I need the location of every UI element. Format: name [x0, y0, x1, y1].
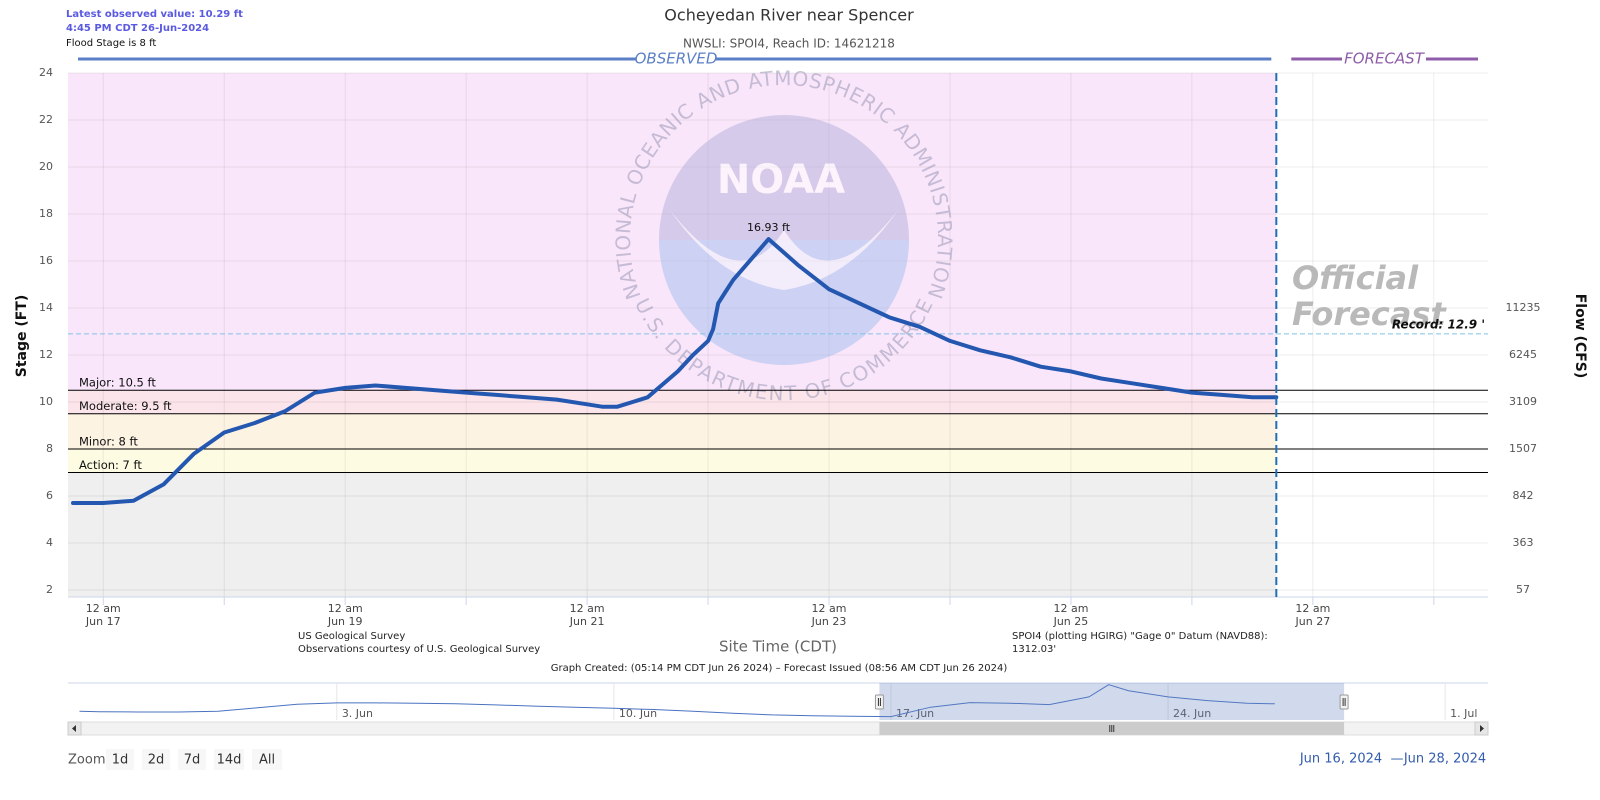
- zoom-button-label[interactable]: 7d: [184, 753, 201, 768]
- x-tick-label: 12 am: [86, 602, 121, 615]
- flood-band: [68, 448, 1277, 473]
- x-tick-label: Jun 23: [811, 615, 847, 628]
- zoom-button[interactable]: 2d: [142, 749, 170, 770]
- zoom-button-label[interactable]: All: [259, 753, 275, 768]
- y-tick-label: 10: [39, 395, 53, 408]
- arrow: [72, 725, 76, 732]
- observed-label: OBSERVED: [635, 50, 718, 68]
- y-tick-label: 24: [39, 66, 53, 79]
- y2-tick-label: 363: [1513, 536, 1534, 549]
- x-tick-label: Jun 25: [1053, 615, 1089, 628]
- zoom-button-bg[interactable]: [142, 749, 170, 770]
- y2-tick-label: 842: [1513, 489, 1534, 502]
- zoom-button[interactable]: 7d: [178, 749, 206, 770]
- logo-top: [659, 115, 909, 240]
- y2-tick-label: 57: [1516, 583, 1530, 596]
- x-tick-label: 12 am: [570, 602, 605, 615]
- zoom-button-bg[interactable]: [252, 749, 282, 770]
- observed-label-bg: [636, 50, 716, 68]
- zoom-button-bg[interactable]: [214, 749, 244, 770]
- navigator-tick-label: 3. Jun: [342, 707, 373, 720]
- navigator-line: [79, 684, 1275, 718]
- navigator-tick-label: 17. Jun: [896, 707, 934, 720]
- stage-line: [71, 237, 1279, 505]
- created-note: Graph Created: (05:14 PM CDT Jun 26 2024…: [551, 663, 1008, 674]
- y-tick-label: 12: [39, 348, 53, 361]
- y-tick-label: 6: [46, 489, 53, 502]
- range-separator: —: [1391, 752, 1404, 767]
- zoom-button[interactable]: 1d: [106, 749, 134, 770]
- zoom-button-label[interactable]: 14d: [217, 753, 242, 768]
- forecast-label: FORECAST: [1344, 50, 1426, 68]
- y-tick-label: 18: [39, 207, 53, 220]
- band-below: [68, 472, 1277, 597]
- source-note: Observations courtesy of U.S. Geological…: [298, 644, 540, 655]
- datum-note: 1312.03': [1012, 644, 1056, 655]
- zoom-label: Zoom: [68, 753, 105, 768]
- flood-band: [68, 390, 1277, 414]
- x-tick-label: 12 am: [1295, 602, 1330, 615]
- latest-value: Latest observed value: 10.29 ft: [66, 9, 243, 20]
- datum-note: SPOI4 (plotting HGIRG) "Gage 0" Datum (N…: [1012, 631, 1268, 642]
- range-to[interactable]: Jun 28, 2024: [1403, 752, 1486, 767]
- chart-subtitle: NWSLI: SPOI4, Reach ID: 14621218: [683, 37, 895, 51]
- zoom-button-label[interactable]: 2d: [148, 753, 165, 768]
- zoom-button-bg[interactable]: [178, 749, 206, 770]
- forecast-watermark: Forecast: [1292, 295, 1447, 333]
- flood-stage-note: Flood Stage is 8 ft: [66, 38, 156, 49]
- zoom-button-bg[interactable]: [106, 749, 134, 770]
- zoom-button-label[interactable]: 1d: [112, 753, 129, 768]
- logo-text: NOAA: [717, 157, 845, 203]
- x-tick-label: Jun 19: [327, 615, 363, 628]
- x-tick-label: 12 am: [812, 602, 847, 615]
- y-tick-label: 16: [39, 254, 53, 267]
- y-tick-label: 22: [39, 113, 53, 126]
- y-tick-label: 8: [46, 442, 53, 455]
- forecast-watermark: Official: [1292, 259, 1419, 297]
- zoom-button[interactable]: All: [252, 749, 282, 770]
- chart-title: Ocheyedan River near Spencer: [664, 6, 914, 25]
- zoom-button[interactable]: 14d: [214, 749, 244, 770]
- source-note: US Geological Survey: [298, 631, 405, 642]
- peak-label: 16.93 ft: [747, 221, 791, 234]
- x-axis-title: Site Time (CDT): [719, 638, 837, 656]
- navigator-tick-label: 24. Jun: [1173, 707, 1211, 720]
- latest-time: 4:45 PM CDT 26-Jun-2024: [66, 23, 209, 34]
- range-from[interactable]: Jun 16, 2024: [1299, 752, 1382, 767]
- y-tick-label: 14: [39, 301, 53, 314]
- navigator-tick-label: 1. Jul: [1450, 707, 1477, 720]
- y2-tick-label: 11235: [1506, 301, 1541, 314]
- y2-tick-label: 3109: [1509, 395, 1537, 408]
- forecast-label-bg: [1342, 50, 1426, 68]
- x-tick-label: 12 am: [328, 602, 363, 615]
- flood-label: Moderate: 9.5 ft: [79, 399, 172, 413]
- x-tick-label: Jun 21: [569, 615, 605, 628]
- navigator-tick-label: 10. Jun: [619, 707, 657, 720]
- navigator-handle[interactable]: [874, 694, 884, 710]
- x-tick-label: Jun 27: [1295, 615, 1331, 628]
- navigator-selection[interactable]: [879, 683, 1345, 720]
- y-tick-label: 4: [46, 536, 53, 549]
- flood-label: Major: 10.5 ft: [79, 376, 156, 390]
- flood-band: [68, 413, 1277, 449]
- x-tick-label: Jun 17: [85, 615, 121, 628]
- navigator-handle[interactable]: [1339, 694, 1349, 710]
- record-label: Record: 12.9 ': [1392, 317, 1485, 331]
- y2-axis-title: Flow (CFS): [1572, 294, 1588, 379]
- y-tick-label: 20: [39, 160, 53, 173]
- y2-tick-label: 1507: [1509, 442, 1537, 455]
- flood-label: Action: 7 ft: [79, 458, 142, 472]
- x-tick-label: 12 am: [1053, 602, 1088, 615]
- y2-tick-label: 6245: [1509, 348, 1537, 361]
- y-axis-title: Stage (FT): [14, 295, 30, 378]
- y-tick-label: 2: [46, 583, 53, 596]
- arrow: [1480, 725, 1484, 732]
- flood-label: Minor: 8 ft: [79, 434, 138, 448]
